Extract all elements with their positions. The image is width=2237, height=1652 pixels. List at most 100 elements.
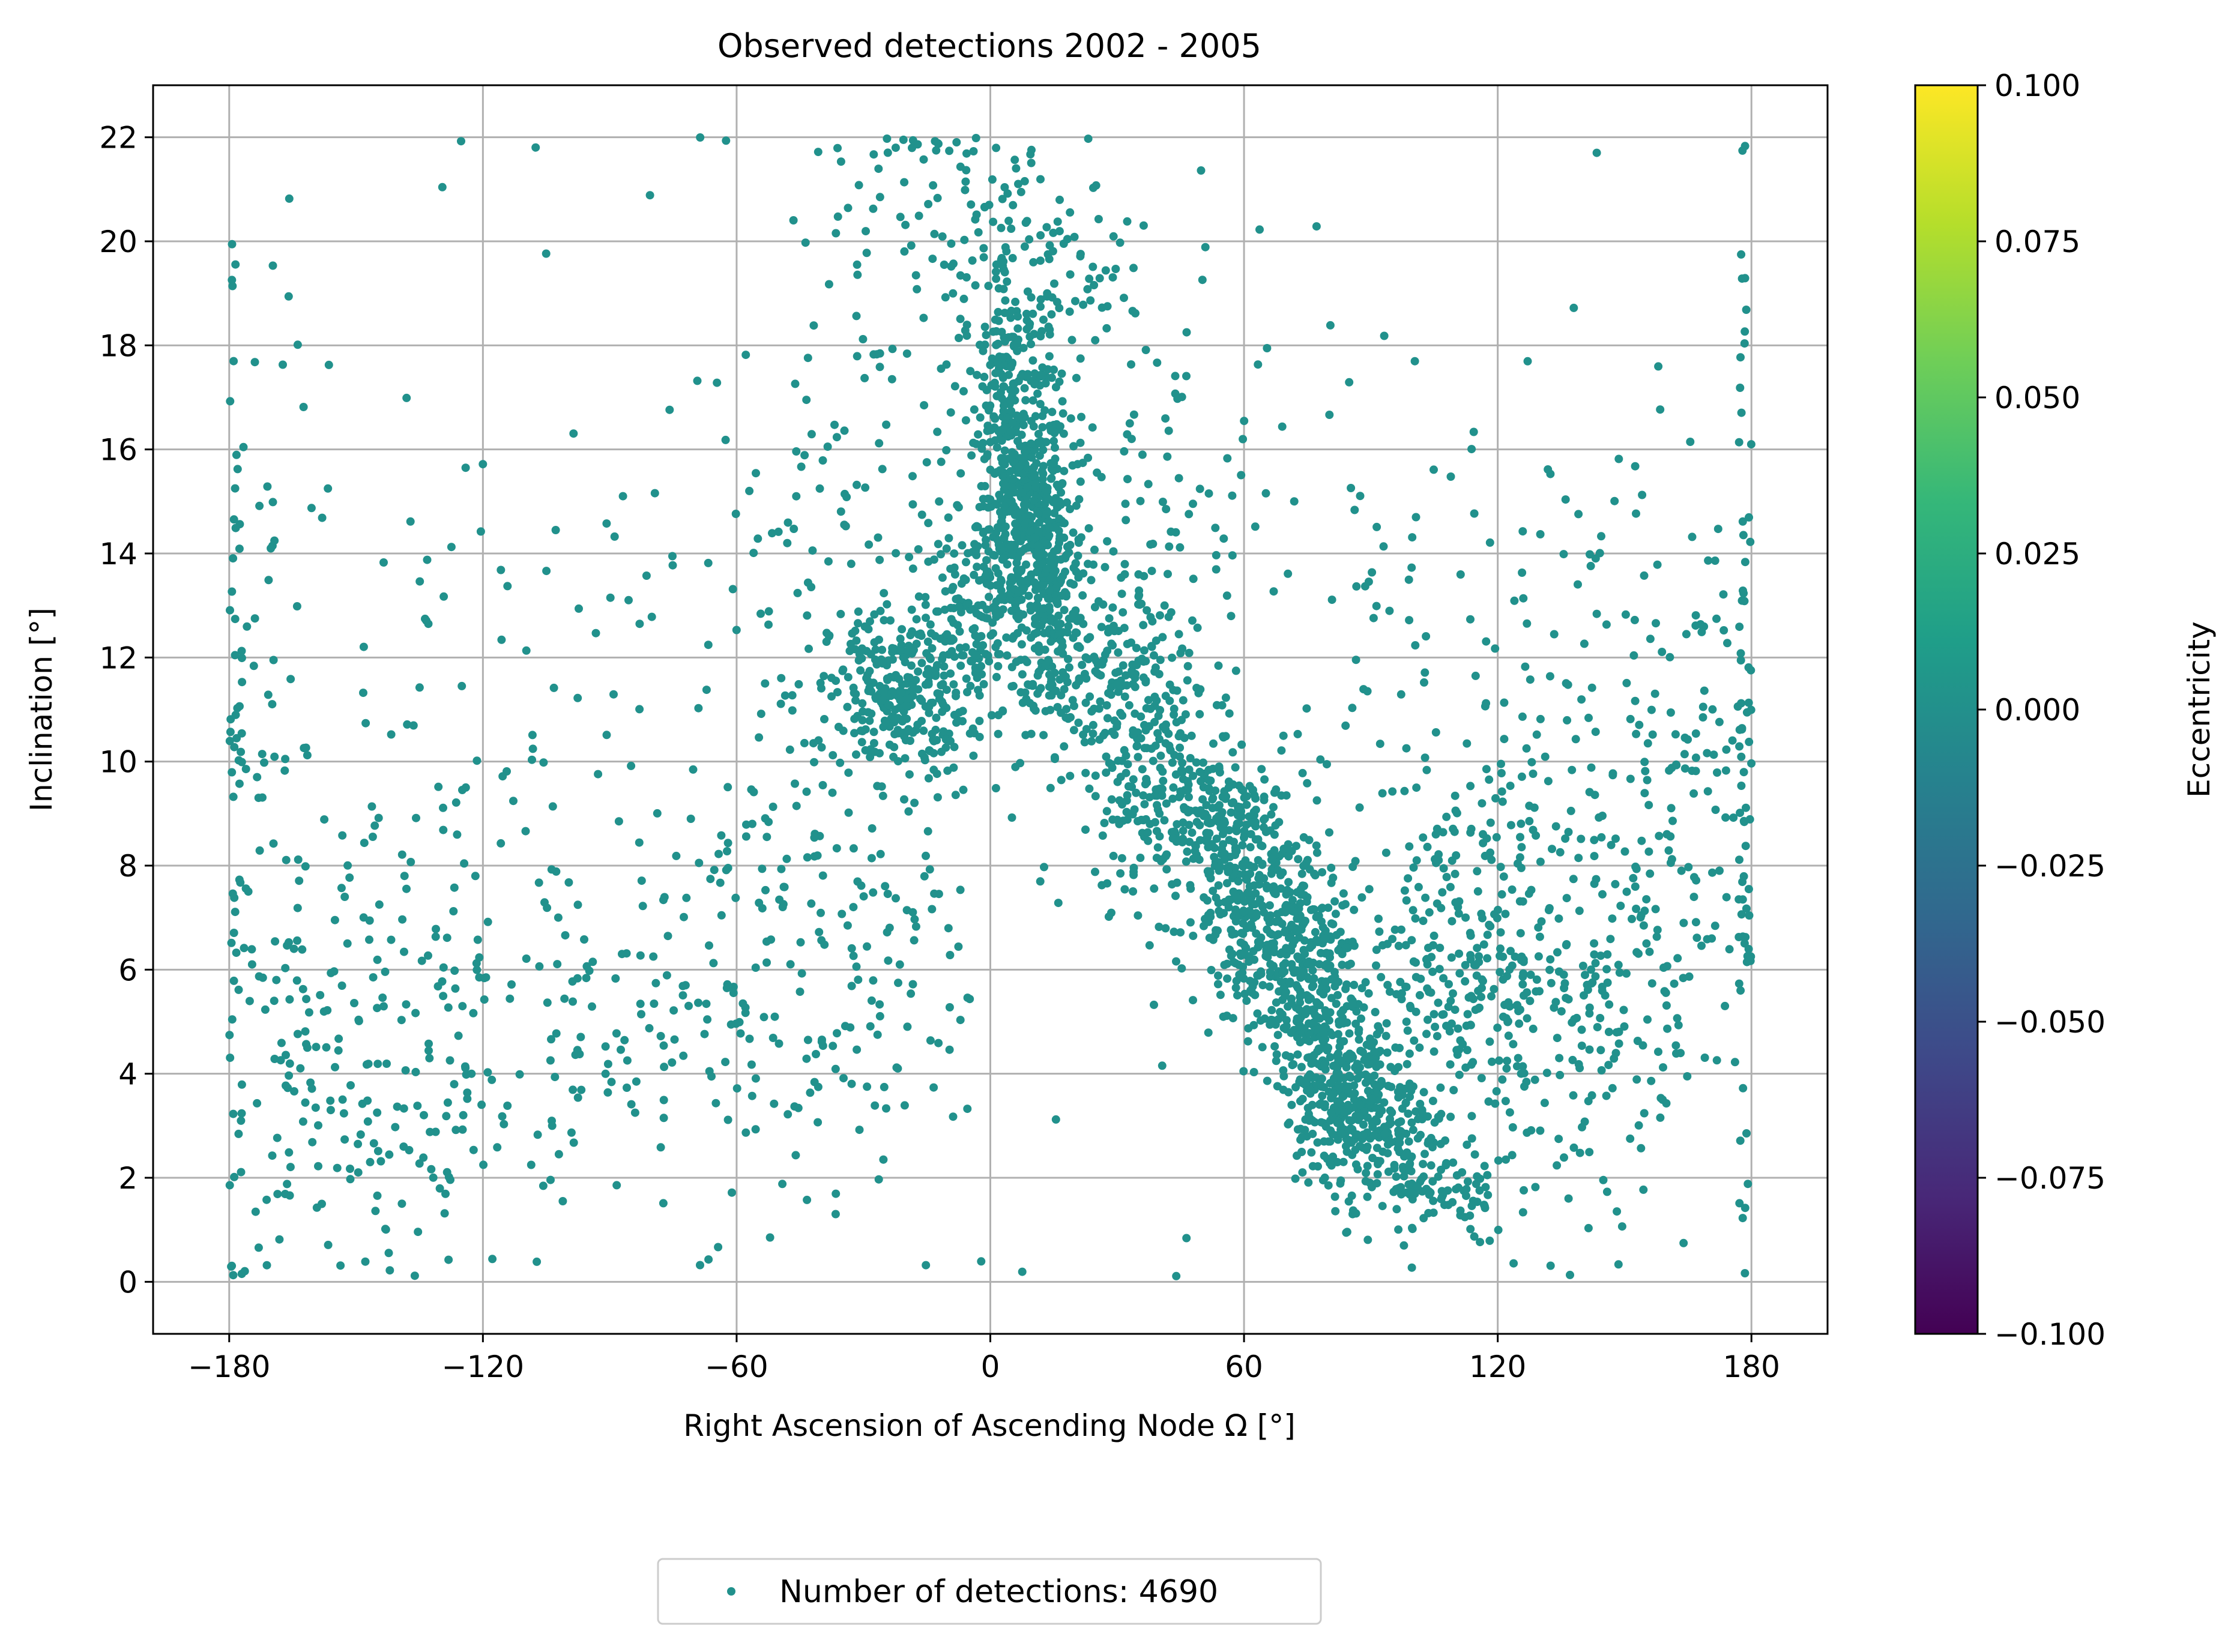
data-point [1177, 964, 1186, 973]
data-point [1740, 1269, 1749, 1277]
data-point [1314, 999, 1323, 1008]
data-point [1013, 339, 1022, 348]
data-point [1279, 1072, 1288, 1081]
data-point [1647, 705, 1656, 714]
data-point [768, 529, 776, 538]
data-point [1036, 400, 1045, 409]
data-point [1428, 1177, 1437, 1186]
data-point [1260, 814, 1269, 823]
data-point [1212, 550, 1221, 559]
data-point [340, 1135, 349, 1144]
data-point [924, 519, 933, 528]
data-point [656, 1143, 665, 1152]
data-point [627, 761, 636, 770]
data-point [865, 716, 874, 725]
data-point [1225, 709, 1234, 718]
data-point [1736, 649, 1745, 658]
data-point [1497, 890, 1506, 899]
data-point [879, 1155, 888, 1164]
data-point [1447, 953, 1456, 962]
data-point [1338, 1093, 1347, 1102]
data-point [972, 210, 981, 219]
data-point [1475, 1186, 1484, 1195]
data-point [1036, 332, 1045, 341]
y-tick-label: 12 [99, 641, 137, 675]
data-point [684, 1001, 693, 1010]
data-point [908, 908, 917, 917]
data-point [506, 994, 515, 1003]
data-point [1212, 893, 1221, 902]
data-point [1471, 671, 1480, 680]
data-point [942, 544, 951, 553]
data-point [1532, 975, 1541, 984]
data-point [1172, 1271, 1181, 1280]
data-point [855, 1126, 864, 1135]
data-point [953, 501, 962, 510]
data-point [1329, 1074, 1338, 1083]
data-point [1461, 1063, 1470, 1072]
data-point [946, 737, 955, 746]
data-point [1108, 603, 1117, 612]
data-point [1700, 1054, 1709, 1062]
data-point [756, 609, 765, 618]
data-point [1004, 216, 1013, 225]
data-point [442, 1168, 451, 1177]
data-point [999, 285, 1008, 294]
data-point [946, 603, 955, 612]
data-point [439, 592, 448, 601]
data-point [1269, 803, 1278, 812]
data-point [1066, 771, 1075, 780]
data-point [861, 725, 870, 734]
data-point [938, 573, 947, 582]
data-point [887, 375, 896, 384]
data-point [937, 747, 946, 756]
data-point [1030, 380, 1039, 389]
data-point [346, 1175, 355, 1184]
data-point [1497, 759, 1505, 768]
data-point [1501, 909, 1510, 918]
data-point [1297, 869, 1306, 878]
data-point [892, 549, 901, 558]
data-point [1736, 384, 1745, 392]
data-point [896, 696, 905, 705]
data-point [1258, 842, 1267, 851]
data-point [1262, 945, 1271, 954]
data-point [1070, 232, 1079, 241]
data-point [1055, 534, 1064, 543]
data-point [851, 626, 860, 635]
data-point [900, 178, 909, 187]
data-point [1498, 1075, 1507, 1084]
data-point [1518, 980, 1527, 989]
data-point [415, 577, 424, 586]
data-point [873, 782, 882, 791]
data-point [1039, 315, 1048, 324]
data-point [1144, 696, 1153, 705]
data-point [1747, 759, 1756, 768]
data-point [1370, 1071, 1379, 1080]
data-point [836, 758, 845, 767]
data-point [1431, 855, 1439, 864]
data-point [949, 583, 958, 591]
data-point [1134, 911, 1143, 920]
data-point [1066, 208, 1075, 217]
data-point [1575, 906, 1584, 915]
data-point [788, 706, 797, 715]
data-point [929, 1083, 938, 1092]
data-point [476, 527, 485, 536]
data-point [1508, 885, 1517, 894]
data-point [1041, 379, 1050, 388]
data-point [1485, 538, 1494, 547]
data-point [1144, 480, 1153, 489]
data-point [350, 999, 358, 1007]
data-point [1312, 841, 1321, 850]
data-point [1000, 382, 1009, 391]
data-point [786, 960, 795, 969]
data-point [1411, 513, 1420, 522]
data-point [1222, 959, 1231, 968]
data-point [1010, 155, 1019, 164]
data-point [803, 1036, 812, 1045]
data-point [1503, 972, 1512, 980]
data-point [294, 855, 303, 864]
data-point [454, 1031, 463, 1040]
data-point [812, 1050, 820, 1058]
